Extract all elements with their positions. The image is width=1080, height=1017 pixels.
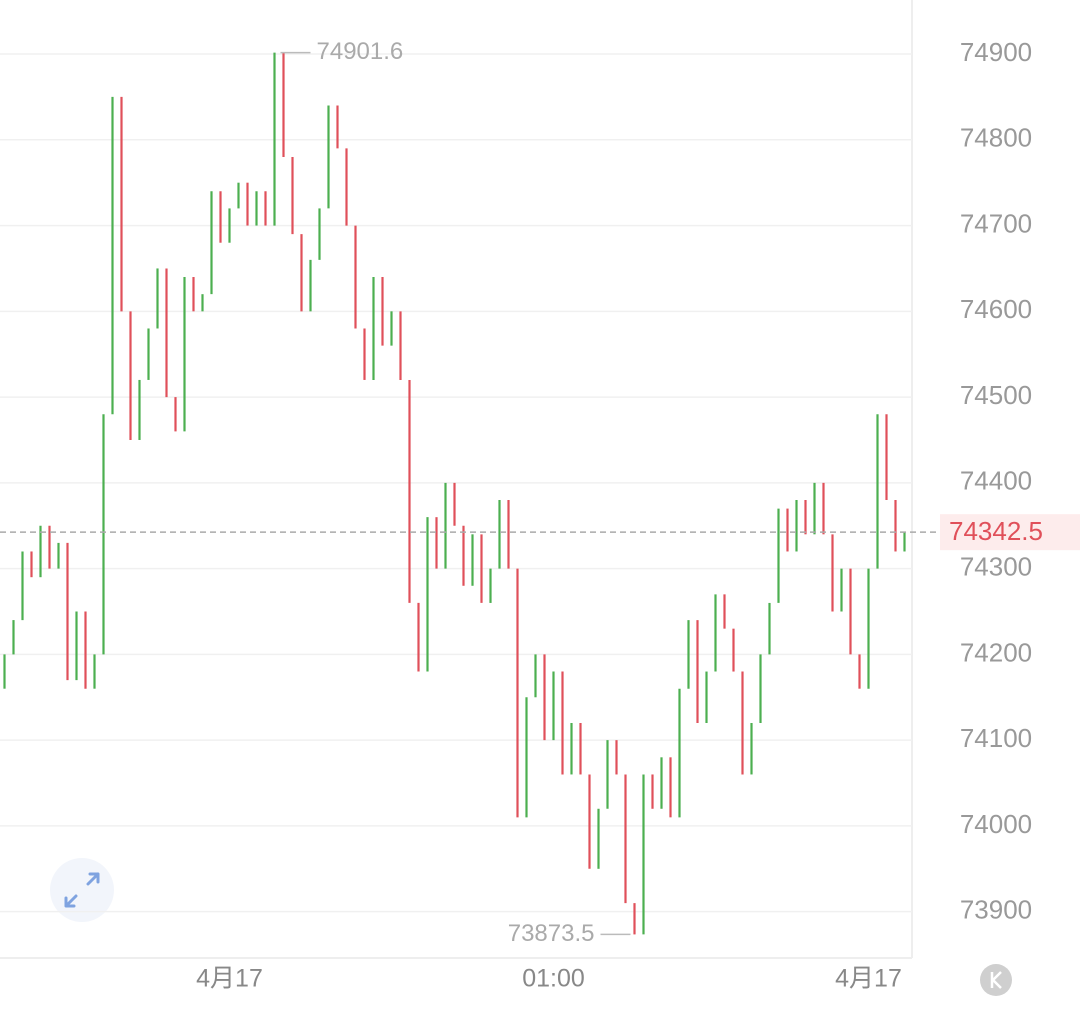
x-tick-label: 01:00 <box>522 965 585 993</box>
y-tick-label: 74100 <box>960 723 1032 753</box>
min-label: 73873.5 <box>508 920 595 947</box>
y-tick-label: 74200 <box>960 637 1032 667</box>
y-tick-label: 74000 <box>960 809 1032 839</box>
y-tick-label: 74700 <box>960 208 1032 238</box>
expand-icon <box>64 872 100 908</box>
y-tick-label: 74800 <box>960 123 1032 153</box>
expand-button[interactable] <box>50 858 114 922</box>
k-icon <box>990 971 1002 989</box>
y-tick-label: 74500 <box>960 380 1032 410</box>
last-price-bg <box>940 514 1080 551</box>
x-tick-label: 4月17 <box>835 965 902 993</box>
plot-area <box>0 52 912 935</box>
y-tick-label: 74900 <box>960 37 1032 67</box>
y-tick-label: 74300 <box>960 551 1032 581</box>
x-tick-label: 4月17 <box>196 965 263 993</box>
y-tick-label: 74400 <box>960 466 1032 496</box>
last-price-label: 74342.5 <box>949 516 1043 546</box>
max-label: 74901.6 <box>317 38 404 65</box>
k-button[interactable] <box>980 964 1012 996</box>
k-bg <box>980 964 1012 996</box>
y-tick-label: 73900 <box>960 895 1032 925</box>
y-tick-label: 74600 <box>960 294 1032 324</box>
